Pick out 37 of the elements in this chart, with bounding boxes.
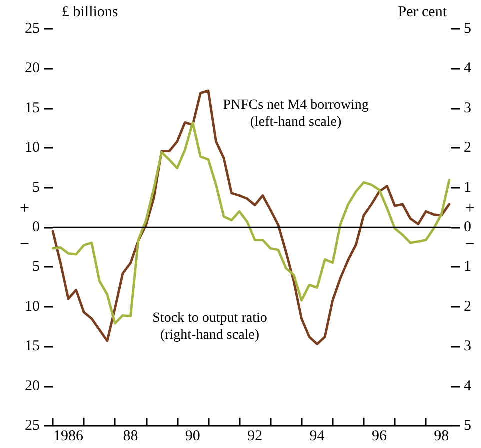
x-tick-label: 90 xyxy=(185,428,200,444)
text: − xyxy=(465,234,476,254)
y2-tick-label: 5 xyxy=(464,21,472,37)
y-tick-label: 10 xyxy=(25,140,40,156)
x-tick-label: 92 xyxy=(248,428,263,444)
x-tick-label: 98 xyxy=(434,428,450,444)
y-tick-label: 5 xyxy=(32,259,40,276)
y2-tick-label: 0 xyxy=(464,220,472,236)
y-tick-label: 25 xyxy=(25,418,40,434)
series-label: Stock to output ratio (right-hand scale) xyxy=(152,311,268,343)
text: + xyxy=(20,198,30,218)
y2-tick-label: 3 xyxy=(464,338,472,355)
text: + xyxy=(465,198,476,218)
y-tick-label: 15 xyxy=(25,100,40,116)
y2-tick-label: 1 xyxy=(464,259,472,276)
y2-axis-title: Per cent xyxy=(398,4,448,20)
x-tick-label: 1986 xyxy=(54,428,84,444)
y-tick-label: 10 xyxy=(25,298,40,315)
y-tick-label: 5 xyxy=(32,180,40,196)
y2-tick-label: 3 xyxy=(464,100,472,116)
y2-tick-label: 2 xyxy=(464,298,472,315)
x-tick-label: 96 xyxy=(372,428,388,444)
y2-tick-label: 1 xyxy=(464,180,472,196)
y-tick-label: 25 xyxy=(25,21,40,37)
y-tick-label: 0 xyxy=(32,220,40,236)
series-label: PNFCs net M4 borrowing (left-hand scale) xyxy=(223,98,369,130)
x-tick-label: 88 xyxy=(123,428,138,444)
y2-tick-label: 5 xyxy=(464,418,472,434)
y2-tick-label: 4 xyxy=(464,378,472,394)
y2-tick-label: 2 xyxy=(464,140,472,156)
y-tick-label: 15 xyxy=(25,338,40,355)
y-tick-label: 20 xyxy=(25,378,40,394)
text: − xyxy=(20,234,30,254)
y2-tick-label: 4 xyxy=(464,60,472,77)
x-tick-label: 94 xyxy=(310,428,326,444)
y-axis-title: £ billions xyxy=(62,4,118,20)
y-tick-label: 20 xyxy=(25,60,40,77)
